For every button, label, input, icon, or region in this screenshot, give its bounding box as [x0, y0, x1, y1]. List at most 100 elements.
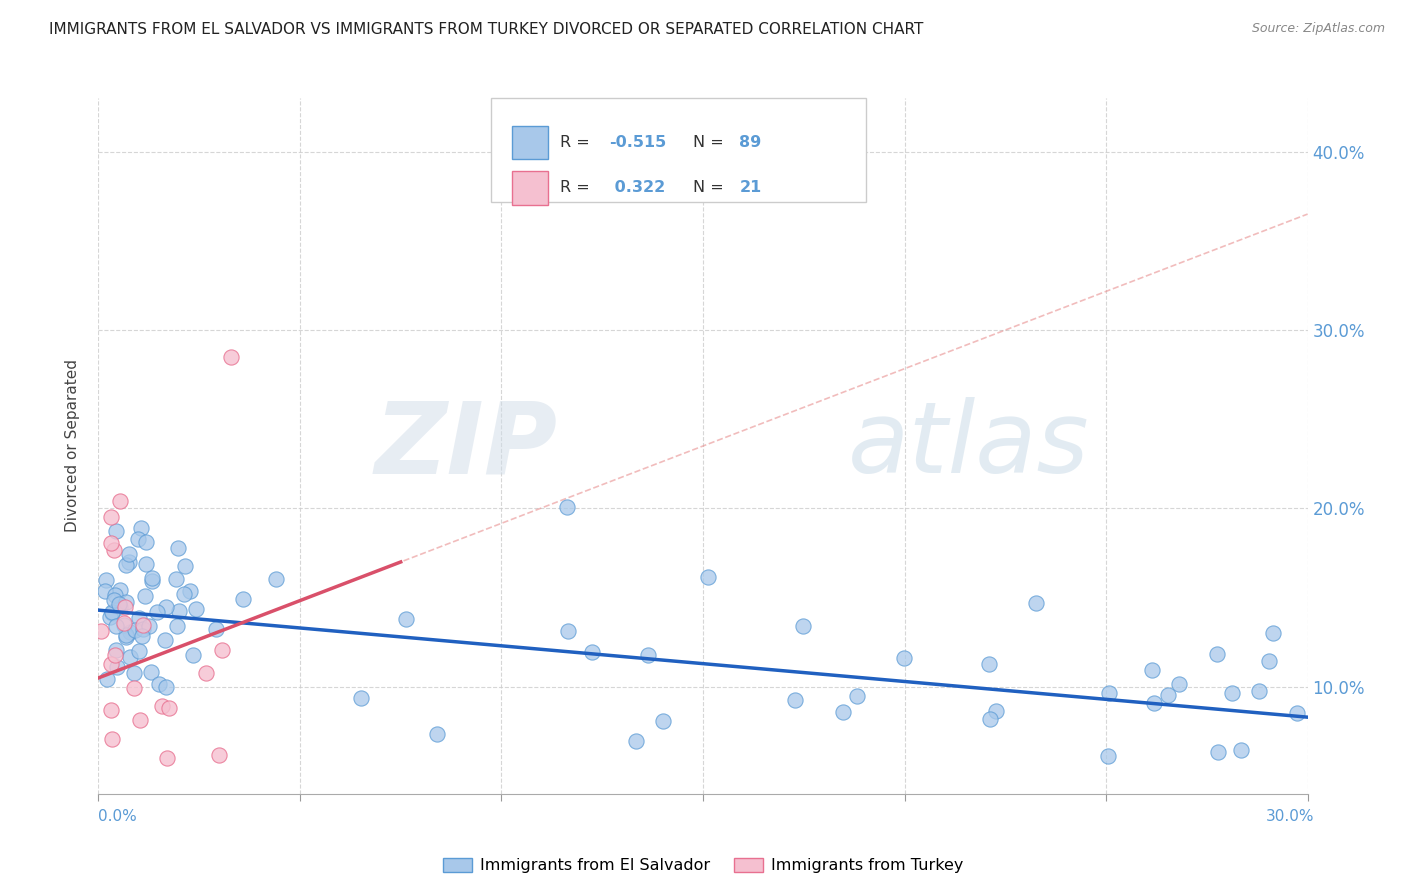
Point — [96, 673, 118, 687]
Point — [893, 650, 915, 665]
Point — [148, 677, 170, 691]
Point — [157, 701, 180, 715]
Point — [165, 572, 187, 586]
Point — [166, 541, 188, 555]
Point — [156, 751, 179, 765]
Point — [128, 611, 150, 625]
Point — [208, 747, 231, 762]
Point — [108, 493, 131, 508]
Point — [984, 704, 1007, 718]
Point — [100, 510, 122, 524]
Point — [846, 690, 869, 704]
Point — [167, 604, 190, 618]
Point — [96, 573, 118, 587]
Point — [118, 624, 141, 639]
Point — [1208, 745, 1230, 759]
Point — [195, 665, 218, 680]
Point — [108, 597, 131, 611]
Point — [131, 630, 153, 644]
Point — [115, 628, 138, 642]
Text: 0.322: 0.322 — [609, 180, 665, 195]
Point — [103, 592, 125, 607]
Point — [155, 680, 177, 694]
Point — [555, 500, 578, 514]
Point — [141, 571, 163, 585]
Point — [153, 633, 176, 648]
Point — [204, 622, 226, 636]
Point — [1222, 686, 1244, 700]
Point — [115, 595, 138, 609]
Point — [100, 703, 122, 717]
Point — [122, 681, 145, 695]
Point — [129, 521, 152, 535]
Point — [105, 642, 128, 657]
Legend: Immigrants from El Salvador, Immigrants from Turkey: Immigrants from El Salvador, Immigrants … — [437, 851, 969, 880]
Point — [979, 712, 1001, 726]
Text: 89: 89 — [740, 136, 762, 150]
Point — [221, 350, 243, 364]
Point — [139, 665, 162, 680]
Point — [122, 666, 145, 681]
Text: atlas: atlas — [848, 398, 1090, 494]
Point — [785, 693, 807, 707]
Point — [166, 619, 188, 633]
Point — [264, 572, 287, 586]
Point — [697, 570, 720, 584]
Text: 0.0%: 0.0% — [98, 809, 138, 824]
Point — [1249, 683, 1271, 698]
Point — [150, 698, 173, 713]
Point — [128, 644, 150, 658]
Point — [637, 648, 659, 662]
Text: ZIP: ZIP — [375, 398, 558, 494]
Text: Source: ZipAtlas.com: Source: ZipAtlas.com — [1251, 22, 1385, 36]
Point — [145, 605, 167, 619]
Point — [128, 713, 150, 727]
Point — [1097, 749, 1119, 764]
Point — [114, 616, 136, 631]
Y-axis label: Divorced or Separated: Divorced or Separated — [65, 359, 80, 533]
Point — [426, 726, 449, 740]
Point — [1140, 663, 1163, 677]
Point — [1229, 743, 1251, 757]
Point — [105, 660, 128, 674]
Point — [103, 543, 125, 558]
Point — [1258, 654, 1281, 668]
Point — [118, 547, 141, 561]
Point — [977, 657, 1000, 671]
Point — [100, 657, 122, 671]
Point — [138, 619, 160, 633]
Point — [115, 558, 138, 573]
Point — [1097, 686, 1119, 700]
Point — [141, 574, 163, 588]
Point — [174, 558, 197, 573]
Point — [1168, 677, 1191, 691]
Point — [1025, 596, 1047, 610]
Point — [134, 589, 156, 603]
Point — [104, 619, 127, 633]
Point — [127, 532, 149, 546]
Point — [118, 555, 141, 569]
Text: IMMIGRANTS FROM EL SALVADOR VS IMMIGRANTS FROM TURKEY DIVORCED OR SEPARATED CORR: IMMIGRANTS FROM EL SALVADOR VS IMMIGRANT… — [49, 22, 924, 37]
Point — [115, 630, 138, 644]
Point — [135, 557, 157, 571]
Point — [104, 588, 127, 602]
Text: -0.515: -0.515 — [609, 136, 666, 150]
Point — [90, 624, 112, 638]
Bar — [512, 126, 548, 160]
Point — [792, 619, 814, 633]
Point — [104, 648, 127, 662]
Bar — [512, 171, 548, 204]
Point — [179, 584, 201, 599]
Point — [104, 524, 127, 538]
Point — [1286, 706, 1309, 720]
Text: 30.0%: 30.0% — [1267, 809, 1315, 824]
Text: N =: N = — [693, 136, 730, 150]
Point — [626, 734, 648, 748]
Point — [114, 599, 136, 614]
Text: 21: 21 — [740, 180, 762, 195]
Text: R =: R = — [561, 136, 595, 150]
Point — [181, 648, 204, 663]
Point — [132, 617, 155, 632]
Point — [100, 536, 122, 550]
Point — [1142, 697, 1164, 711]
